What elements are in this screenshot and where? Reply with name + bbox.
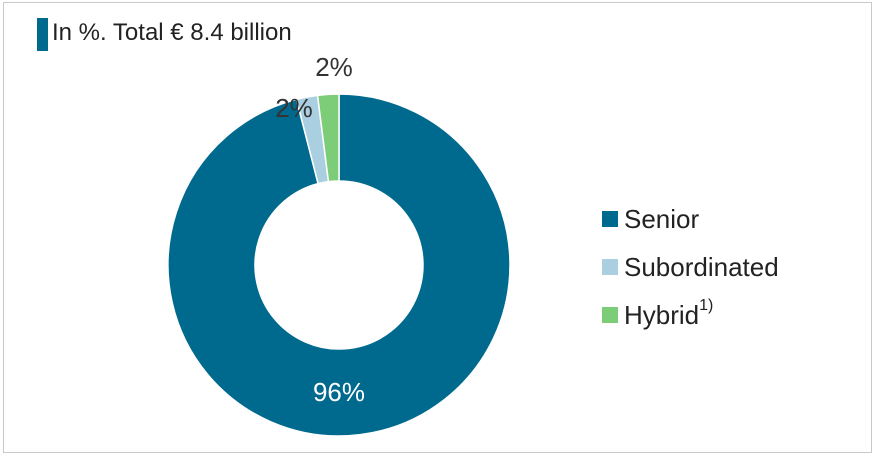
legend-footnote-hybrid: 1) — [699, 296, 714, 314]
legend: Senior Subordinated Hybrid1) — [602, 195, 779, 339]
chart-title: In %. Total € 8.4 billion — [52, 19, 292, 46]
legend-swatch-senior — [602, 211, 618, 227]
legend-swatch-hybrid — [602, 307, 618, 323]
legend-item-senior: Senior — [602, 195, 779, 243]
data-label-subordinated: 2% — [275, 93, 313, 123]
legend-label-hybrid-text: Hybrid — [624, 299, 700, 330]
legend-item-subordinated: Subordinated — [602, 243, 779, 291]
legend-label-senior: Senior — [624, 203, 700, 234]
title-accent-bar — [37, 18, 48, 51]
legend-label-subordinated: Subordinated — [624, 251, 779, 282]
legend-label-hybrid: Hybrid1) — [624, 296, 714, 331]
data-label-senior: 96% — [313, 377, 365, 407]
chart-frame: In %. Total € 8.4 billion 96% 2% 2% Senior… — [3, 2, 872, 453]
slice-hybrid — [316, 93, 340, 183]
legend-item-hybrid: Hybrid1) — [602, 291, 779, 339]
data-label-hybrid: 2% — [315, 52, 353, 82]
donut-chart: 96% 2%2% — [167, 52, 511, 437]
slice-senior — [167, 93, 511, 437]
legend-swatch-subordinated — [602, 259, 618, 275]
